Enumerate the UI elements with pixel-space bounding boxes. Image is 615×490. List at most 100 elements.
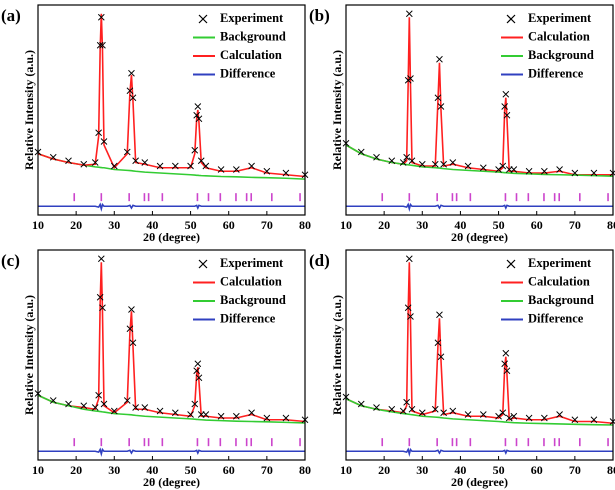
profile-line — [38, 202, 305, 213]
x-tick-label: 30 — [416, 218, 428, 232]
experiment-point — [80, 160, 88, 168]
experiment-point — [91, 404, 99, 411]
x-tick-label: 70 — [261, 218, 273, 232]
experiment-point — [495, 166, 502, 173]
x-tick-label: 50 — [493, 218, 505, 232]
experiment-point — [357, 400, 365, 408]
profile-line — [37, 394, 306, 424]
experiment-point — [282, 169, 290, 177]
experiment-point — [405, 10, 413, 18]
legend-label: Experiment — [528, 256, 592, 270]
experiment-point — [187, 411, 194, 418]
panel: 10 20 30 40 50 60 70 80 2θ (degree) Relative Inte… — [1, 249, 311, 489]
x-tick-label: 20 — [70, 218, 82, 232]
profile-line — [37, 152, 306, 180]
experiment-point — [590, 169, 598, 177]
experiment-point — [501, 360, 508, 368]
experiment-point — [357, 148, 365, 156]
legend-marker — [198, 14, 208, 24]
experiment-point — [541, 167, 548, 175]
experiment-point — [405, 255, 413, 263]
experiment-point — [479, 411, 487, 418]
experiment-point — [156, 162, 164, 170]
experiment-point — [156, 407, 164, 415]
experiment-point — [373, 404, 380, 411]
legend-label: Experiment — [220, 11, 284, 25]
legend-marker — [506, 259, 516, 269]
experiment-point — [388, 405, 396, 413]
plot-frame — [345, 249, 614, 461]
experiment-point — [399, 407, 407, 415]
panel-label: (a) — [1, 6, 21, 25]
experiment-point — [499, 162, 507, 170]
experiment-point — [431, 405, 439, 413]
experiment-point — [501, 103, 508, 110]
experiment-point — [80, 402, 88, 410]
experiment-point — [590, 416, 598, 424]
experiment-point — [202, 162, 210, 170]
plot-frame — [345, 4, 614, 216]
legend-label: Calculation — [528, 29, 590, 43]
plot-frame — [37, 4, 306, 216]
legend-label: Difference — [220, 311, 276, 325]
experiment-point — [437, 353, 445, 361]
experiment-point — [388, 157, 396, 165]
profile-line — [345, 17, 613, 176]
experiment-point — [193, 367, 200, 375]
experiment-point — [126, 325, 134, 333]
x-tick-label: 30 — [108, 218, 120, 232]
x-tick-label: 10 — [32, 463, 44, 477]
profile-line — [38, 447, 305, 458]
plot-frame — [37, 249, 306, 461]
experiment-point — [525, 167, 533, 175]
x-tick-label: 30 — [108, 463, 120, 477]
experiment-point — [449, 159, 457, 166]
experiment-point — [408, 157, 416, 165]
experiment-point — [191, 146, 199, 154]
experiment-point — [495, 412, 502, 420]
experiment-point — [95, 129, 102, 137]
experiment-point — [65, 400, 72, 408]
experiment-point — [510, 166, 518, 173]
experiment-point — [65, 157, 72, 165]
experiment-point — [233, 166, 240, 173]
x-tick-label: 30 — [416, 463, 428, 477]
x-tick-label: 60 — [223, 463, 235, 477]
profile-line — [37, 262, 306, 423]
x-tick-label: 10 — [32, 218, 44, 232]
experiment-point — [49, 153, 57, 161]
experiment-point — [126, 87, 134, 95]
experiment-point — [193, 111, 200, 119]
panel-label: (c) — [1, 251, 20, 270]
legend-label: Difference — [528, 311, 584, 325]
x-tick-label: 80 — [299, 218, 311, 232]
experiment-point — [541, 414, 548, 422]
x-tick-label: 60 — [223, 218, 235, 232]
x-tick-label: 70 — [569, 218, 581, 232]
experiment-point — [503, 367, 511, 375]
experiment-point — [556, 166, 563, 173]
experiment-point — [436, 311, 443, 319]
experiment-point — [195, 115, 203, 123]
experiment-point — [556, 411, 563, 418]
experiment-point — [434, 339, 442, 347]
experiment-point — [248, 162, 255, 170]
x-tick-label: 80 — [607, 218, 615, 232]
x-tick-label: 40 — [454, 218, 466, 232]
x-tick-label: 50 — [185, 463, 197, 477]
experiment-point — [503, 111, 511, 119]
x-tick-label: 40 — [454, 463, 466, 477]
profile-line — [346, 447, 613, 458]
experiment-point — [434, 94, 442, 102]
experiment-point — [100, 138, 108, 145]
experiment-point — [191, 400, 199, 408]
experiment-point — [403, 153, 410, 161]
experiment-point — [129, 94, 137, 102]
experiment-point — [418, 409, 426, 417]
experiment-point — [99, 304, 106, 312]
experiment-point — [437, 103, 445, 110]
experiment-point — [132, 157, 139, 165]
experiment-point — [464, 162, 472, 170]
x-tick-label: 70 — [569, 463, 581, 477]
